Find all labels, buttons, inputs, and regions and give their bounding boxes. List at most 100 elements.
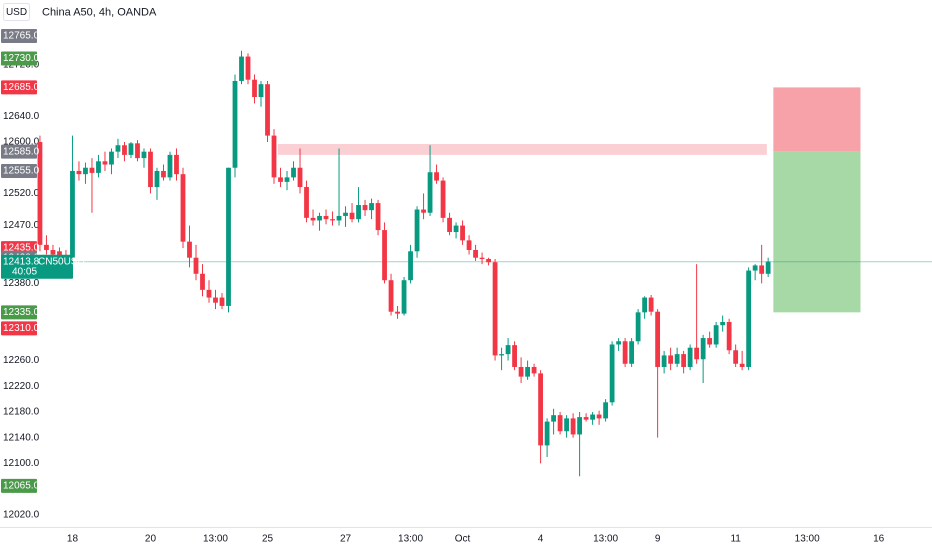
y-tick-label: 12600.0 bbox=[3, 137, 40, 148]
candle-body bbox=[135, 143, 140, 159]
price-badge-bg bbox=[1, 51, 37, 66]
candle-body bbox=[700, 338, 706, 360]
candle-body bbox=[330, 219, 335, 221]
price-badge: 12555.0 bbox=[1, 163, 40, 178]
price-badge-label: 12585.0 bbox=[3, 146, 40, 157]
candle-body bbox=[648, 297, 654, 312]
x-tick-label: 20 bbox=[145, 534, 157, 545]
candle-body bbox=[551, 415, 556, 422]
x-tick-label: 18 bbox=[67, 534, 79, 545]
current-price-label: 12413.8 bbox=[3, 256, 40, 267]
current-timer: 40:05 bbox=[12, 266, 37, 277]
candle-body bbox=[349, 212, 355, 220]
candle-body bbox=[200, 273, 205, 290]
price-badge: 12065.0 bbox=[1, 478, 40, 493]
candle-body bbox=[505, 345, 511, 355]
x-tick-label: 9 bbox=[655, 534, 661, 545]
candle-body bbox=[141, 151, 147, 159]
y-tick-label: 12640.0 bbox=[3, 111, 40, 122]
candle-body bbox=[726, 321, 732, 351]
price-badge-label: 12435.0 bbox=[3, 243, 40, 254]
candle-body bbox=[252, 79, 257, 98]
price-badge-label: 12065.0 bbox=[3, 481, 40, 492]
candle-body bbox=[83, 167, 88, 175]
x-tick-label: Oct bbox=[455, 534, 471, 545]
y-tick-label: 12140.0 bbox=[3, 432, 40, 443]
x-tick-label: 13:00 bbox=[593, 534, 618, 545]
price-badge-bg bbox=[1, 478, 37, 493]
candle-body bbox=[226, 167, 231, 306]
current-price-bg bbox=[1, 254, 73, 279]
x-tick-label: 11 bbox=[730, 534, 741, 545]
price-badge-label: 12310.0 bbox=[3, 323, 40, 334]
x-tick-label: 25 bbox=[262, 534, 274, 545]
candle-body bbox=[89, 167, 95, 173]
candle-body bbox=[674, 354, 680, 364]
price-badge-bg bbox=[1, 144, 37, 159]
candle-body bbox=[531, 366, 537, 374]
price-badge-label: 12730.0 bbox=[3, 53, 40, 64]
candle-body bbox=[609, 344, 615, 403]
candle-body bbox=[544, 421, 550, 446]
y-tick-label: 12520.0 bbox=[3, 188, 40, 199]
candle-body bbox=[291, 167, 296, 178]
candle-body bbox=[668, 355, 674, 364]
candle-body bbox=[453, 225, 459, 233]
candle-body bbox=[583, 417, 589, 420]
candle-body bbox=[486, 259, 491, 263]
x-tick-label: 27 bbox=[340, 534, 352, 545]
stop-zone bbox=[773, 87, 861, 152]
candle-body bbox=[265, 84, 270, 136]
candle-body bbox=[148, 151, 153, 188]
candle-body bbox=[746, 270, 752, 367]
candle-body bbox=[759, 265, 765, 274]
candle-body bbox=[765, 261, 771, 274]
price-badge: 12730.0 bbox=[1, 51, 40, 66]
candle-body bbox=[96, 161, 101, 173]
candle-body bbox=[206, 289, 212, 298]
candle-body bbox=[752, 265, 758, 271]
price-badge: 12765.0 bbox=[1, 28, 40, 43]
candle-body bbox=[37, 142, 43, 245]
candle-body bbox=[427, 172, 433, 213]
candle-body bbox=[57, 251, 62, 257]
candle-body bbox=[317, 215, 322, 221]
resistance-zone bbox=[277, 143, 767, 155]
candle-body bbox=[590, 414, 596, 420]
candle-body bbox=[577, 417, 583, 435]
candle-body bbox=[460, 225, 465, 241]
candle-body bbox=[414, 209, 420, 252]
candle-body bbox=[154, 170, 160, 188]
candle-body bbox=[109, 151, 114, 165]
candle-body bbox=[603, 402, 609, 419]
x-tick-label: 16 bbox=[873, 534, 885, 545]
price-badge-bg bbox=[1, 80, 37, 95]
candle-body bbox=[310, 217, 316, 221]
candle-body bbox=[193, 257, 199, 274]
candle-body bbox=[694, 347, 700, 360]
price-badge-bg bbox=[1, 28, 37, 43]
candle-body bbox=[388, 280, 394, 312]
candle-body bbox=[473, 250, 478, 258]
candle-body bbox=[187, 241, 192, 258]
price-badge: 12585.0 bbox=[1, 144, 40, 159]
target-zone bbox=[773, 151, 861, 313]
candle-body bbox=[258, 84, 264, 98]
candle-body bbox=[239, 56, 244, 81]
candle-body bbox=[395, 311, 400, 314]
candle-body bbox=[466, 240, 472, 251]
candle-body bbox=[596, 414, 602, 419]
candle-body bbox=[356, 205, 361, 220]
candle-body bbox=[401, 280, 407, 314]
candle-body bbox=[284, 177, 290, 182]
currency: USD bbox=[6, 7, 27, 18]
candle-body bbox=[382, 230, 387, 281]
candle-body bbox=[629, 341, 635, 364]
currency-box[interactable] bbox=[3, 3, 30, 21]
candle-body bbox=[687, 347, 693, 367]
candle-body bbox=[76, 170, 82, 175]
price-badge: 12685.0 bbox=[1, 80, 40, 95]
candle-body bbox=[115, 145, 121, 152]
price-badge-bg bbox=[1, 305, 37, 320]
